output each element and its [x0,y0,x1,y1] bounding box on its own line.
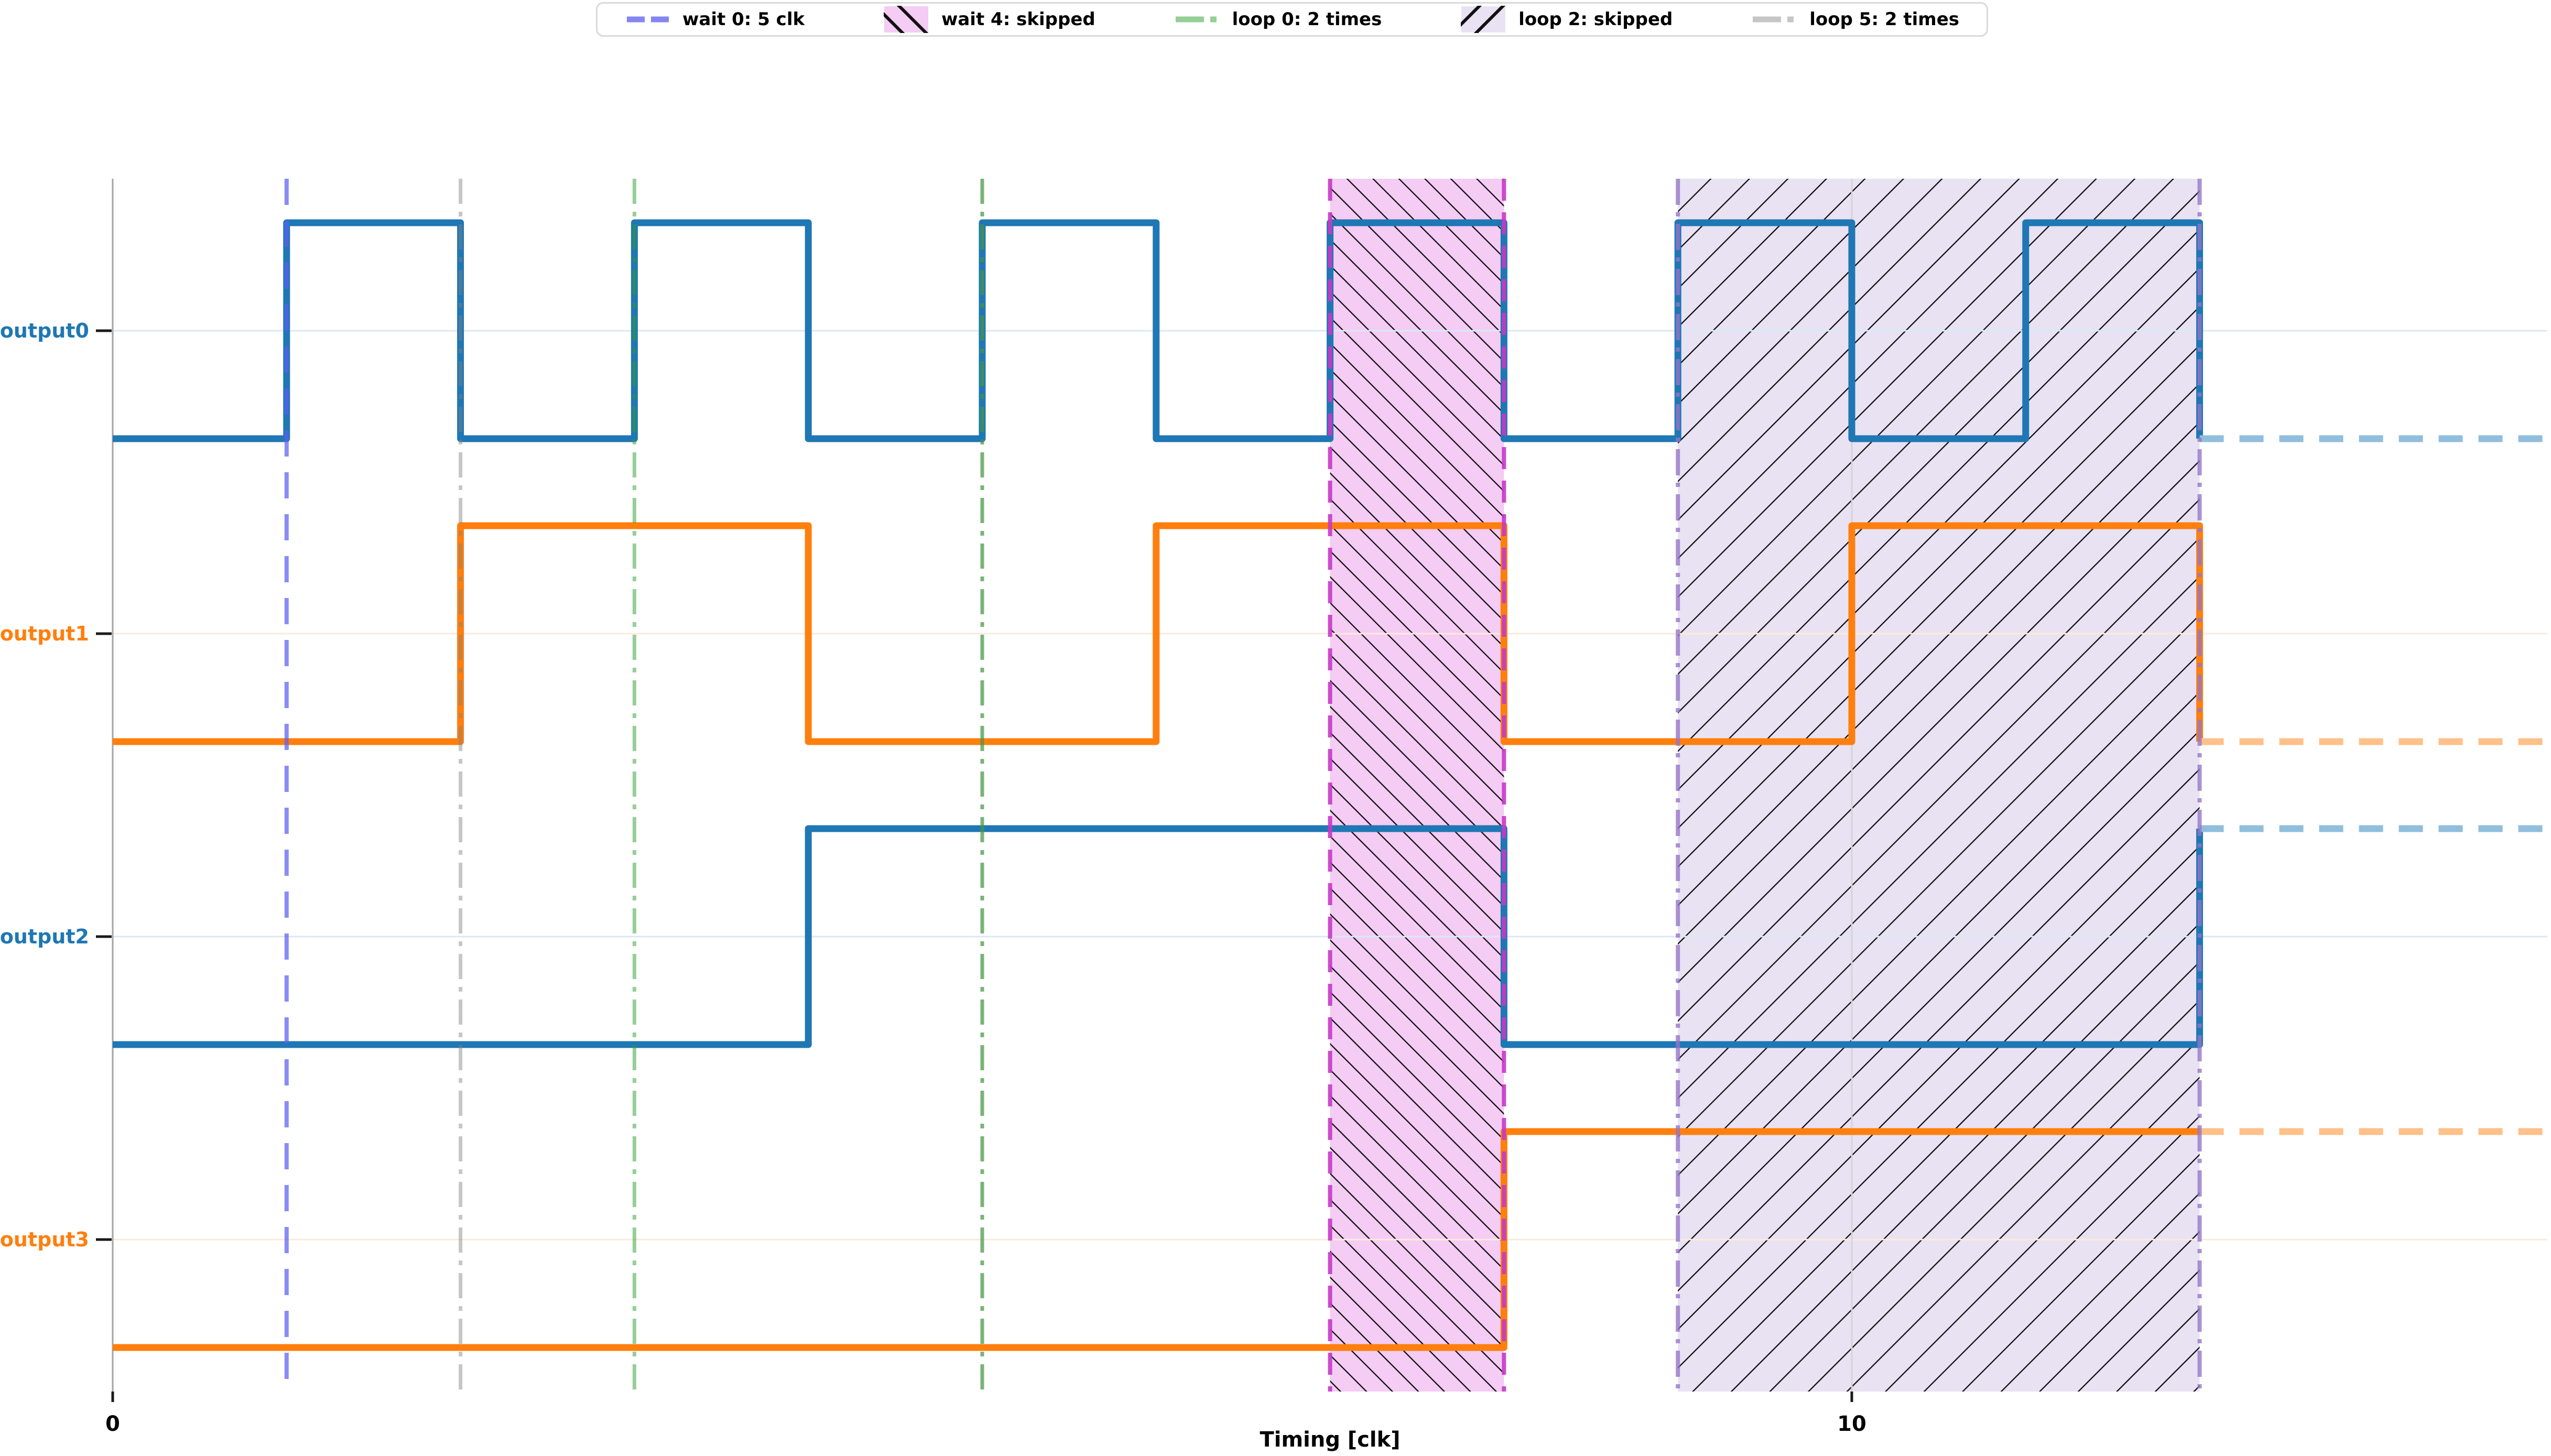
legend-item-label: loop 2: skipped [1518,9,1673,30]
region-hatch-0 [1330,179,1504,1392]
dashdot-line-glyph [1175,16,1217,23]
dashed-line-glyph [627,16,669,23]
dashdot-line-glyph [1753,16,1794,23]
y-tick-label-output0: output0 [0,319,89,342]
legend-item-loop5: loop 5: 2 times [1752,6,1959,33]
x-axis-label: Timing [clk] [1260,1428,1401,1452]
dashdot-line-swatch [1752,6,1797,33]
legend-item-label: loop 0: 2 times [1232,9,1382,30]
legend-item-label: wait 0: 5 clk [682,9,805,30]
waveform-output0 [113,219,2203,442]
legend-item-loop0: loop 0: 2 times [1175,6,1382,33]
legend: wait 0: 5 clk wait 4: skipped loop 0: 2 … [596,2,1988,37]
y-tick-label-output1: output1 [0,622,89,645]
legend-item-wait0: wait 0: 5 clk [625,6,805,33]
legend-item-label: loop 5: 2 times [1809,9,1959,30]
y-tick-label-output3: output3 [0,1228,89,1251]
region-hatch-1 [1678,179,2200,1392]
hatch-patch-swatch [1461,6,1506,33]
legend-item-loop2: loop 2: skipped [1461,6,1673,33]
hatch-patch-glyph [1461,6,1506,33]
legend-item-label: wait 4: skipped [941,9,1095,30]
dashdot-line-swatch [1175,6,1220,33]
waveform-output1 [113,522,2203,745]
x-tick-label-0: 0 [105,1412,120,1436]
dashed-line-swatch [625,6,670,33]
y-tick-label-output2: output2 [0,925,89,948]
x-tick-label-10: 10 [1837,1412,1866,1436]
